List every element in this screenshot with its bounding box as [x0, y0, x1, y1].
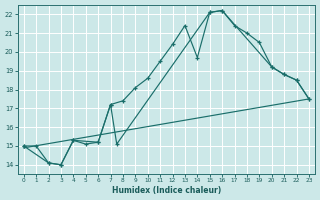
X-axis label: Humidex (Indice chaleur): Humidex (Indice chaleur) [112, 186, 221, 195]
